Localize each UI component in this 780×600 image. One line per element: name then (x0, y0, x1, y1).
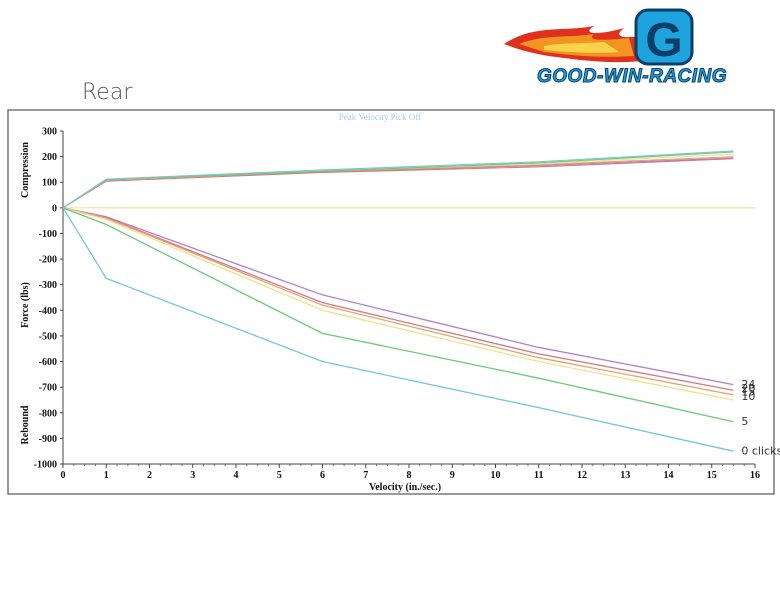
y-tick-label: -1000 (34, 460, 57, 471)
series-label: 10 (741, 390, 755, 403)
x-tick-label: 1 (104, 470, 109, 481)
y-tick-label: -100 (39, 229, 57, 240)
x-tick-label: 3 (190, 470, 195, 481)
x-tick-label: 5 (277, 470, 282, 481)
series-label: 5 (741, 415, 748, 428)
x-tick-label: 10 (491, 470, 501, 481)
y-tick-label: 100 (42, 178, 57, 189)
x-tick-label: 9 (450, 470, 455, 481)
x-tick-label: 13 (620, 470, 630, 481)
series-line-rebound (62, 207, 734, 423)
good-win-racing-logo: G GOOD-WIN-RACING (484, 4, 780, 90)
x-tick-label: 8 (407, 470, 412, 481)
y-tick-label: -600 (39, 357, 57, 368)
series-line-rebound (62, 207, 734, 401)
x-tick-label: 7 (363, 470, 368, 481)
rear-note: Rear (82, 80, 133, 105)
x-tick-label: 11 (534, 470, 543, 481)
series-label: 15 (741, 386, 755, 399)
logo-letter: G (645, 14, 682, 67)
flame-g-logo-icon: G (504, 8, 694, 67)
x-tick-label: 14 (664, 470, 674, 481)
chart-frame (7, 109, 775, 495)
series-line-rebound (62, 207, 734, 391)
logo-text: GOOD-WIN-RACING (536, 66, 728, 88)
x-tick-label: 0 (61, 470, 66, 481)
x-tick-label: 6 (320, 470, 325, 481)
y-tick-label: -700 (39, 383, 57, 394)
x-axis-label: Velocity (in./sec.) (369, 482, 441, 493)
series-line-compression (62, 156, 734, 209)
y-tick-label: 200 (42, 152, 57, 163)
y-tick-label: -400 (39, 306, 57, 317)
y-axis-label-rebound: Rebound (20, 405, 31, 444)
chart-title: Peak Velocity Pick Off (339, 112, 421, 122)
series-label: 0 clicks (741, 445, 780, 458)
y-axis-label: Force (lbs) (20, 282, 31, 328)
chart-lines (62, 150, 734, 452)
series-line-rebound (62, 207, 734, 452)
series-label: 24 (741, 378, 755, 391)
y-tick-label: -500 (39, 331, 57, 342)
series-line-compression (62, 150, 734, 209)
chart-ticks: 3002001000-100-200-300-400-500-600-700-8… (34, 127, 760, 482)
y-tick-label: -800 (39, 408, 57, 419)
y-tick-label: -900 (39, 434, 57, 445)
y-tick-label: -300 (39, 280, 57, 291)
series-line-rebound (62, 207, 734, 386)
x-tick-label: 2 (147, 470, 152, 481)
y-tick-label: -200 (39, 255, 57, 266)
y-tick-label: 0 (52, 203, 57, 214)
y-tick-label: 300 (42, 127, 57, 138)
series-line-rebound (62, 207, 734, 396)
x-tick-label: 4 (234, 470, 239, 481)
series-line-compression (62, 158, 734, 209)
y-axis-label-compression: Compression (20, 142, 31, 198)
series-label: 20 (741, 382, 755, 395)
x-tick-label: 16 (750, 470, 760, 481)
series-line-compression (62, 157, 734, 209)
chart-axes (62, 131, 755, 465)
x-tick-label: 12 (577, 470, 587, 481)
x-tick-label: 15 (707, 470, 717, 481)
